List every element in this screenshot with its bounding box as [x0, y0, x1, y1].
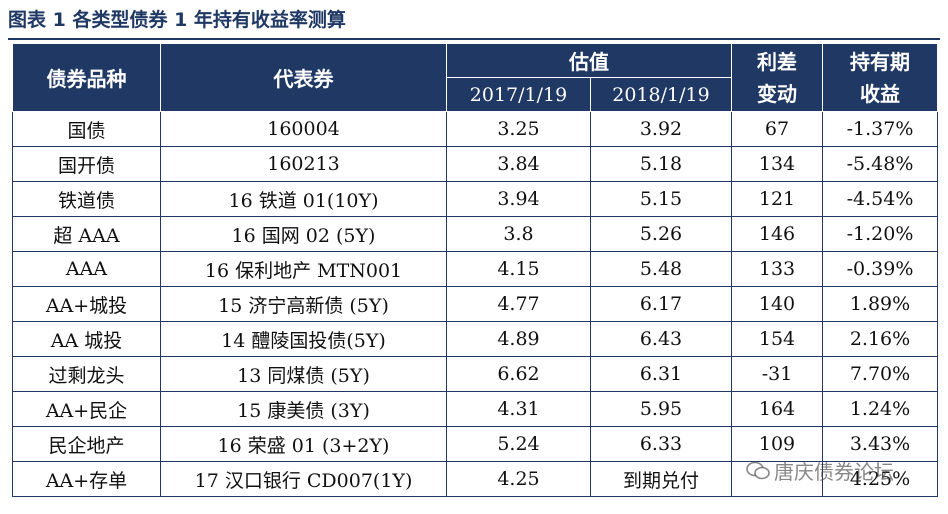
cell-bond-type: 国债	[12, 111, 161, 147]
cell-bond-type: 国开债	[12, 146, 161, 182]
cell-bond-type: 民企地产	[12, 426, 161, 462]
header-date-2017: 2017/1/19	[446, 77, 591, 112]
cell-representative-bond: 15 康美债 (3Y)	[160, 391, 447, 427]
cell-valuation-2018: 6.17	[590, 286, 732, 322]
cell-valuation-2018: 6.31	[590, 356, 732, 392]
cell-bond-type: AAA	[12, 251, 161, 287]
cell-valuation-2017: 4.89	[446, 321, 591, 357]
cell-spread-change: 140	[731, 286, 823, 322]
cell-holding-yield: -0.39%	[822, 251, 938, 287]
title-divider	[8, 38, 940, 40]
table-row: 民企地产 16 荣盛 01 (3+2Y) 5.24 6.33 109 3.43%	[12, 426, 938, 462]
cell-valuation-2017: 4.25	[446, 461, 591, 497]
cell-spread-change: 109	[731, 426, 823, 462]
header-valuation: 估值	[446, 43, 732, 78]
cell-holding-yield: 2.16%	[822, 321, 938, 357]
cell-holding-yield: 3.43%	[822, 426, 938, 462]
cell-valuation-2018: 6.43	[590, 321, 732, 357]
cell-representative-bond: 16 铁道 01(10Y)	[160, 181, 447, 217]
cell-valuation-2018: 5.18	[590, 146, 732, 182]
cell-bond-type: AA+城投	[12, 286, 161, 322]
cell-representative-bond: 16 荣盛 01 (3+2Y)	[160, 426, 447, 462]
cell-holding-yield: 4.25%	[822, 461, 938, 497]
table-body: 国债 160004 3.25 3.92 67 -1.37% 国开债 160213 3.84 5.1…	[12, 111, 938, 497]
cell-valuation-2017: 3.94	[446, 181, 591, 217]
cell-valuation-2018: 5.48	[590, 251, 732, 287]
header-bond-type: 债券品种	[12, 43, 161, 112]
cell-valuation-2017: 3.84	[446, 146, 591, 182]
cell-holding-yield: 7.70%	[822, 356, 938, 392]
cell-spread-change	[731, 461, 823, 497]
cell-spread-change: 146	[731, 216, 823, 252]
table-row: AAA 16 保利地产 MTN001 4.15 5.48 133 -0.39%	[12, 251, 938, 287]
header-spread-change: 利差 变动	[731, 43, 823, 112]
cell-bond-type: AA+民企	[12, 391, 161, 427]
header-yield-line1: 持有期	[850, 49, 910, 74]
cell-valuation-2018: 5.95	[590, 391, 732, 427]
table-row: 过剩龙头 13 同煤债 (5Y) 6.62 6.31 -31 7.70%	[12, 356, 938, 392]
cell-valuation-2017: 3.25	[446, 111, 591, 147]
cell-representative-bond: 13 同煤债 (5Y)	[160, 356, 447, 392]
table-row: 国债 160004 3.25 3.92 67 -1.37%	[12, 111, 938, 147]
table-row: 超 AAA 16 国网 02 (5Y) 3.8 5.26 146 -1.20%	[12, 216, 938, 252]
cell-valuation-2017: 4.77	[446, 286, 591, 322]
cell-bond-type: 过剩龙头	[12, 356, 161, 392]
cell-representative-bond: 16 保利地产 MTN001	[160, 251, 447, 287]
cell-valuation-2018: 6.33	[590, 426, 732, 462]
cell-holding-yield: -1.20%	[822, 216, 938, 252]
cell-holding-yield: -5.48%	[822, 146, 938, 182]
header-representative-bond: 代表券	[160, 43, 447, 112]
cell-valuation-2018: 3.92	[590, 111, 732, 147]
cell-representative-bond: 17 汉口银行 CD007(1Y)	[160, 461, 447, 497]
cell-representative-bond: 16 国网 02 (5Y)	[160, 216, 447, 252]
cell-valuation-2018: 5.15	[590, 181, 732, 217]
cell-bond-type: 铁道债	[12, 181, 161, 217]
cell-valuation-2017: 3.8	[446, 216, 591, 252]
cell-representative-bond: 14 醴陵国投债(5Y)	[160, 321, 447, 357]
cell-holding-yield: -1.37%	[822, 111, 938, 147]
cell-spread-change: 121	[731, 181, 823, 217]
cell-representative-bond: 15 济宁高新债 (5Y)	[160, 286, 447, 322]
bond-yield-table: 债券品种 代表券 估值 利差 变动 持有期 收益 2017/1/19 2018/…	[12, 43, 938, 497]
cell-bond-type: AA+存单	[12, 461, 161, 497]
cell-spread-change: -31	[731, 356, 823, 392]
cell-spread-change: 67	[731, 111, 823, 147]
figure-title: 图表 1 各类型债券 1 年持有收益率测算	[8, 9, 346, 31]
cell-bond-type: 超 AAA	[12, 216, 161, 252]
cell-spread-change: 134	[731, 146, 823, 182]
cell-spread-change: 133	[731, 251, 823, 287]
cell-valuation-2018: 5.26	[590, 216, 732, 252]
header-spread-line1: 利差	[757, 49, 797, 74]
cell-spread-change: 154	[731, 321, 823, 357]
table-row: AA 城投 14 醴陵国投债(5Y) 4.89 6.43 154 2.16%	[12, 321, 938, 357]
cell-valuation-2017: 6.62	[446, 356, 591, 392]
header-holding-yield: 持有期 收益	[822, 43, 938, 112]
cell-valuation-2017: 4.31	[446, 391, 591, 427]
cell-holding-yield: 1.89%	[822, 286, 938, 322]
cell-valuation-2017: 4.15	[446, 251, 591, 287]
header-date-2018: 2018/1/19	[590, 77, 732, 112]
cell-valuation-2017: 5.24	[446, 426, 591, 462]
table-row: AA+民企 15 康美债 (3Y) 4.31 5.95 164 1.24%	[12, 391, 938, 427]
cell-representative-bond: 160004	[160, 111, 447, 147]
cell-holding-yield: 1.24%	[822, 391, 938, 427]
table-row: AA+存单 17 汉口银行 CD007(1Y) 4.25 到期兑付 4.25%	[12, 461, 938, 497]
cell-spread-change: 164	[731, 391, 823, 427]
header-yield-line2: 收益	[860, 81, 900, 106]
cell-holding-yield: -4.54%	[822, 181, 938, 217]
table-row: AA+城投 15 济宁高新债 (5Y) 4.77 6.17 140 1.89%	[12, 286, 938, 322]
table-row: 铁道债 16 铁道 01(10Y) 3.94 5.15 121 -4.54%	[12, 181, 938, 217]
table-row: 国开债 160213 3.84 5.18 134 -5.48%	[12, 146, 938, 182]
cell-bond-type: AA 城投	[12, 321, 161, 357]
cell-valuation-2018: 到期兑付	[590, 461, 732, 497]
cell-representative-bond: 160213	[160, 146, 447, 182]
header-spread-line2: 变动	[757, 81, 797, 106]
